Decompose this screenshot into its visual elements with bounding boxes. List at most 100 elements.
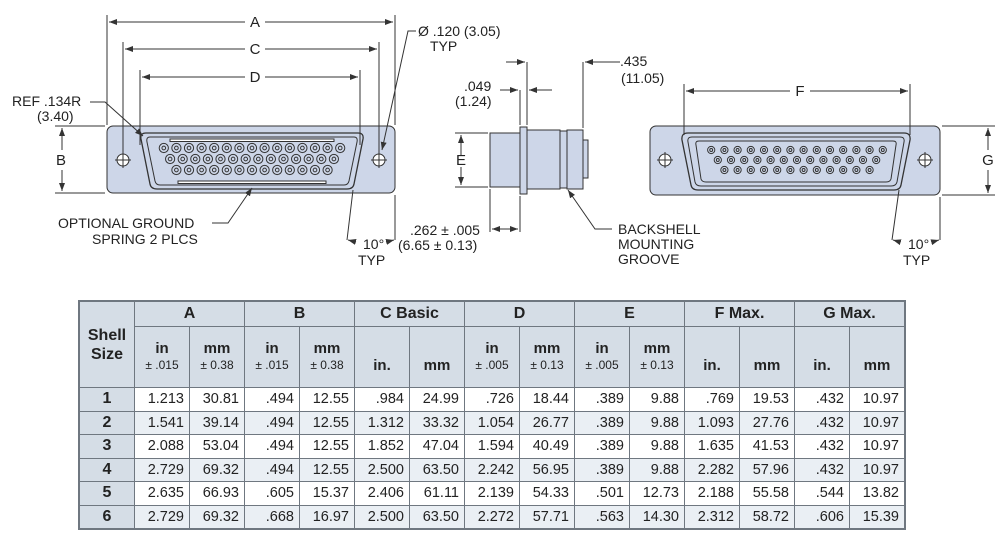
pin-contact (183, 142, 195, 154)
value-cell: 63.50 (409, 504, 465, 530)
value-cell: .494 (244, 410, 300, 435)
pin-contact (234, 142, 245, 154)
pin-contact (190, 153, 201, 165)
value-cell: 2.500 (354, 504, 410, 530)
unit-label: in (485, 340, 499, 357)
pin-contact (786, 165, 795, 175)
value-cell: 1.852 (354, 434, 410, 459)
pin-contact (746, 145, 755, 155)
value-cell: .389 (574, 387, 630, 412)
pin-contact (825, 145, 835, 155)
pin-contact (713, 155, 722, 165)
unit-subheader: in ± .005 (464, 326, 520, 388)
pin-contact (839, 145, 848, 155)
value-cell: 12.55 (299, 457, 355, 482)
value-cell: 54.33 (519, 481, 575, 506)
pin-contact (872, 155, 881, 165)
ground-spring (169, 138, 335, 142)
pin-contact (845, 155, 854, 165)
unit-label: in. (373, 356, 391, 374)
pin-contact (773, 165, 782, 175)
pin-contact (819, 155, 828, 165)
value-cell: 1.541 (134, 410, 190, 435)
value-cell: 9.88 (629, 387, 685, 412)
pin-contact (825, 165, 835, 175)
value-cell: .668 (244, 504, 300, 530)
value-cell: .494 (244, 434, 300, 459)
dim-c-label: C (250, 41, 261, 58)
dim-a-label: A (250, 14, 260, 31)
pin-contact (259, 142, 270, 154)
value-cell: 1.054 (464, 410, 520, 435)
value-cell: 15.37 (299, 481, 355, 506)
value-cell: 10.97 (849, 387, 906, 412)
pin-contact (272, 164, 283, 176)
value-cell: 33.32 (409, 410, 465, 435)
unit-label: mm (533, 340, 561, 357)
pin-contact (759, 165, 769, 175)
pin-contact (878, 145, 887, 155)
value-cell: 2.635 (134, 481, 190, 506)
pin-contact (726, 155, 736, 165)
unit-label: in (595, 340, 609, 357)
value-cell: 12.73 (629, 481, 685, 506)
pin-contact (335, 142, 346, 154)
unit-subheader: in ± .005 (574, 326, 630, 388)
shell-size-header: Shell Size (78, 300, 135, 388)
value-cell: 57.96 (739, 457, 795, 482)
value-cell: 24.99 (409, 387, 465, 412)
pin-contact (246, 142, 258, 154)
pin-contact (259, 164, 270, 176)
column-group-header: C Basic (354, 300, 465, 327)
pin-contact (316, 153, 327, 165)
dim-d-label: D (250, 69, 261, 86)
pin-contact (753, 155, 762, 165)
pin-contact (806, 155, 815, 165)
value-cell: .432 (794, 457, 850, 482)
column-group-header: E (574, 300, 685, 327)
pin-contact (158, 142, 169, 154)
pin-contact (221, 142, 232, 154)
pin-contact (812, 165, 821, 175)
value-cell: 9.88 (629, 457, 685, 482)
groove-label-2: MOUNTING (618, 236, 694, 252)
connector-drawing: A C D B REF .134R (3.40) Ø .120 (3.05) T… (12, 14, 995, 268)
pin-contact (278, 153, 289, 165)
value-cell: 13.82 (849, 481, 906, 506)
pin-contact (284, 142, 295, 154)
value-cell: 40.49 (519, 434, 575, 459)
unit-subheader: mm (409, 326, 465, 388)
unit-label: mm (863, 356, 891, 374)
dim-049-mm-label: (1.24) (455, 93, 492, 109)
value-cell: 26.77 (519, 410, 575, 435)
value-cell: .389 (574, 434, 630, 459)
value-cell: .606 (794, 504, 850, 530)
pin-contact (740, 155, 749, 165)
dim-b-label: B (56, 152, 66, 169)
value-cell: 63.50 (409, 457, 465, 482)
pin-contact (246, 164, 258, 176)
value-cell: 2.188 (684, 481, 740, 506)
value-cell: 16.97 (299, 504, 355, 530)
value-cell: .432 (794, 387, 850, 412)
value-cell: 10.97 (849, 457, 906, 482)
angle-typ-label-front: TYP (358, 252, 385, 268)
value-cell: 61.11 (409, 481, 465, 506)
value-cell: 9.88 (629, 410, 685, 435)
pin-contact (209, 164, 220, 176)
front-view: A C D B REF .134R (3.40) Ø .120 (3.05) T… (12, 14, 501, 268)
pin-contact (309, 164, 321, 176)
pin-contact (322, 164, 333, 176)
pin-contact (812, 145, 821, 155)
pin-contact (297, 164, 308, 176)
table-row: 1 1.213 30.81.494 12.55.984 24.99.726 18.44.3… (78, 387, 906, 412)
value-cell: 1.312 (354, 410, 410, 435)
unit-label: mm (313, 340, 341, 357)
table-row: 6 2.729 69.32.668 16.97 2.500 63.50 2.272 57.71… (78, 504, 906, 530)
value-cell: .432 (794, 434, 850, 459)
table-row: 4 2.729 69.32.494 12.55 2.500 63.50 2.242 56.95… (78, 457, 906, 482)
value-cell: 55.58 (739, 481, 795, 506)
dim-435-label: .435 (620, 53, 647, 69)
value-cell: 12.55 (299, 387, 355, 412)
pin-contact (786, 145, 795, 155)
